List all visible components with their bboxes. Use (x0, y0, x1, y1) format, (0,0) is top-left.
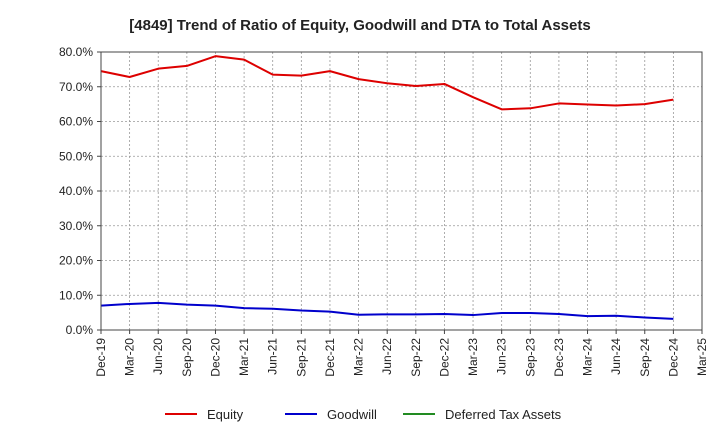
x-tick-label: Mar-24 (581, 338, 595, 376)
x-tick-label: Sep-20 (180, 338, 194, 377)
x-tick-label: Sep-23 (523, 338, 537, 377)
x-tick-label: Sep-24 (638, 338, 652, 377)
x-tick-label: Dec-22 (437, 338, 451, 377)
gridlines (101, 52, 702, 330)
x-tick-label: Dec-23 (552, 338, 566, 377)
x-tick-label: Sep-21 (294, 338, 308, 377)
y-tick-label: 0.0% (66, 323, 94, 337)
y-tick-label: 40.0% (59, 184, 93, 198)
y-tick-label: 20.0% (59, 254, 93, 268)
series-line-goodwill (100, 301, 674, 320)
x-tick-label: Jun-24 (609, 338, 623, 375)
x-tick-label: Jun-23 (495, 338, 509, 375)
x-tick-label: Mar-25 (695, 338, 709, 376)
x-tick-label: Mar-22 (352, 338, 366, 376)
x-tick-label: Dec-21 (323, 338, 337, 377)
x-tick-label: Mar-21 (237, 338, 251, 376)
y-tick-label: 80.0% (59, 45, 93, 59)
x-tick-label: Dec-19 (94, 338, 108, 377)
legend-label-goodwill: Goodwill (327, 407, 377, 422)
x-tick-label: Mar-20 (123, 338, 137, 376)
y-tick-label: 70.0% (59, 80, 93, 94)
legend: Equity Goodwill Deferred Tax Assets (165, 407, 562, 422)
legend-label-equity: Equity (207, 407, 244, 422)
x-tick-label: Sep-22 (409, 338, 423, 377)
y-axis: 0.0% 10.0% 20.0% 30.0% 40.0% 50.0% 60.0% 70.0% 8… (59, 45, 101, 337)
x-tick-label: Jun-20 (151, 338, 165, 375)
series-line-equity (100, 55, 674, 111)
x-tick-label: Dec-24 (666, 338, 680, 377)
y-tick-label: 30.0% (59, 219, 93, 233)
x-tick-label: Dec-20 (208, 338, 222, 377)
x-tick-label: Jun-22 (380, 338, 394, 375)
y-tick-label: 50.0% (59, 149, 93, 163)
y-tick-label: 10.0% (59, 288, 93, 302)
legend-label-deferred-tax-assets: Deferred Tax Assets (445, 407, 562, 422)
y-tick-label: 60.0% (59, 115, 93, 129)
series-lines (100, 55, 674, 320)
x-tick-label: Mar-23 (466, 338, 480, 376)
chart-title: [4849] Trend of Ratio of Equity, Goodwil… (129, 17, 590, 34)
x-tick-label: Jun-21 (266, 338, 280, 375)
x-axis: Dec-19 Mar-20 Jun-20 Sep-20 Dec-20 Mar-21 Jun-… (94, 330, 709, 377)
